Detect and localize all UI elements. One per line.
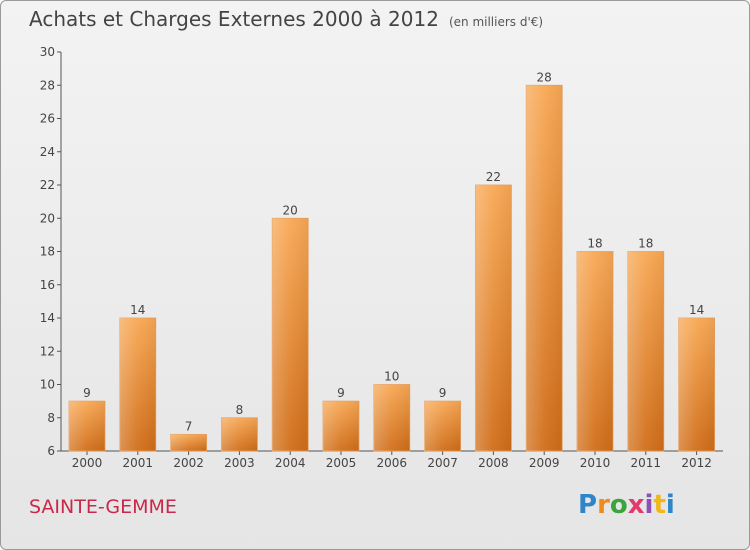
bar-shine [69, 401, 105, 451]
unit-label: (en milliers d'€) [448, 15, 544, 29]
bar-group: 14 [678, 303, 715, 452]
data-label: 9 [83, 386, 91, 400]
x-tick-label: 2004 [275, 456, 306, 470]
bar-group: 7 [170, 419, 208, 452]
bar-group: 10 [373, 370, 411, 452]
data-label: 10 [384, 370, 399, 384]
x-tick-label: 2011 [631, 456, 662, 470]
x-tick-label: 2005 [326, 456, 357, 470]
x-tick-label: 2003 [224, 456, 255, 470]
y-tick-label: 28 [40, 78, 55, 92]
place-name: SAINTE-GEMME [29, 496, 177, 518]
bar-group: 9 [68, 386, 106, 452]
data-label: 14 [130, 303, 145, 317]
bar-shine [424, 401, 461, 451]
bar-shine [272, 218, 309, 451]
data-label: 14 [689, 303, 704, 317]
x-tick-label: 2012 [681, 456, 712, 470]
y-tick-label: 8 [47, 411, 55, 425]
y-tick-label: 16 [40, 278, 55, 292]
logo-letter: x [627, 490, 645, 520]
y-tick-label: 12 [40, 344, 55, 358]
bar-group: 28 [525, 70, 563, 452]
logo-letter: i [665, 490, 675, 520]
data-label: 9 [337, 386, 345, 400]
bar-group: 20 [271, 203, 309, 452]
y-tick-label: 10 [40, 378, 55, 392]
proxiti-logo[interactable]: Proxiti [578, 490, 675, 520]
bar-group: 9 [322, 386, 360, 452]
bar-shine [323, 401, 359, 451]
title-text: Achats et Charges Externes 2000 à 2012 [29, 7, 439, 31]
y-tick-label: 20 [40, 211, 55, 225]
y-tick-label: 26 [40, 112, 55, 126]
x-tick-label: 2000 [72, 456, 103, 470]
bar-group: 18 [627, 237, 665, 452]
x-tick-label: 2010 [580, 456, 611, 470]
y-tick-label: 30 [40, 45, 55, 59]
x-tick-label: 2007 [427, 456, 458, 470]
data-label: 20 [283, 203, 298, 217]
bar-shine [627, 251, 664, 451]
bar-shine [170, 434, 207, 451]
data-label: 9 [439, 386, 447, 400]
x-tick-label: 2008 [478, 456, 509, 470]
bar-group: 14 [119, 303, 157, 452]
logo-letter: P [578, 490, 598, 520]
data-label: 8 [236, 403, 244, 417]
data-label: 7 [185, 419, 193, 433]
data-label: 18 [587, 237, 602, 251]
x-tick-label: 2001 [123, 456, 154, 470]
logo-letter: t [653, 490, 666, 520]
bar-shine [678, 318, 715, 451]
x-tick-label: 2009 [529, 456, 560, 470]
bar-shine [526, 85, 563, 451]
y-tick-label: 14 [40, 311, 55, 325]
bar-group: 22 [474, 170, 512, 452]
bar-shine [221, 417, 258, 451]
bar-group: 9 [424, 386, 462, 452]
y-tick-label: 22 [40, 178, 55, 192]
y-tick-label: 6 [47, 444, 55, 458]
logo-letter: o [609, 490, 628, 520]
data-label: 22 [486, 170, 501, 184]
data-label: 18 [638, 237, 653, 251]
bar-shine [373, 384, 410, 451]
x-tick-label: 2002 [173, 456, 204, 470]
bar-shine [577, 251, 613, 451]
logo-letter: r [597, 490, 610, 520]
x-tick-label: 2006 [377, 456, 408, 470]
chart-title: Achats et Charges Externes 2000 à 2012 (e… [29, 7, 543, 31]
logo-letter: i [644, 490, 654, 520]
bar-group: 18 [576, 237, 614, 452]
y-tick-label: 18 [40, 245, 55, 259]
y-tick-label: 24 [40, 145, 55, 159]
data-label: 28 [537, 70, 552, 84]
bar-shine [475, 185, 512, 451]
bar-shine [119, 318, 156, 451]
bar-group: 8 [220, 403, 258, 452]
